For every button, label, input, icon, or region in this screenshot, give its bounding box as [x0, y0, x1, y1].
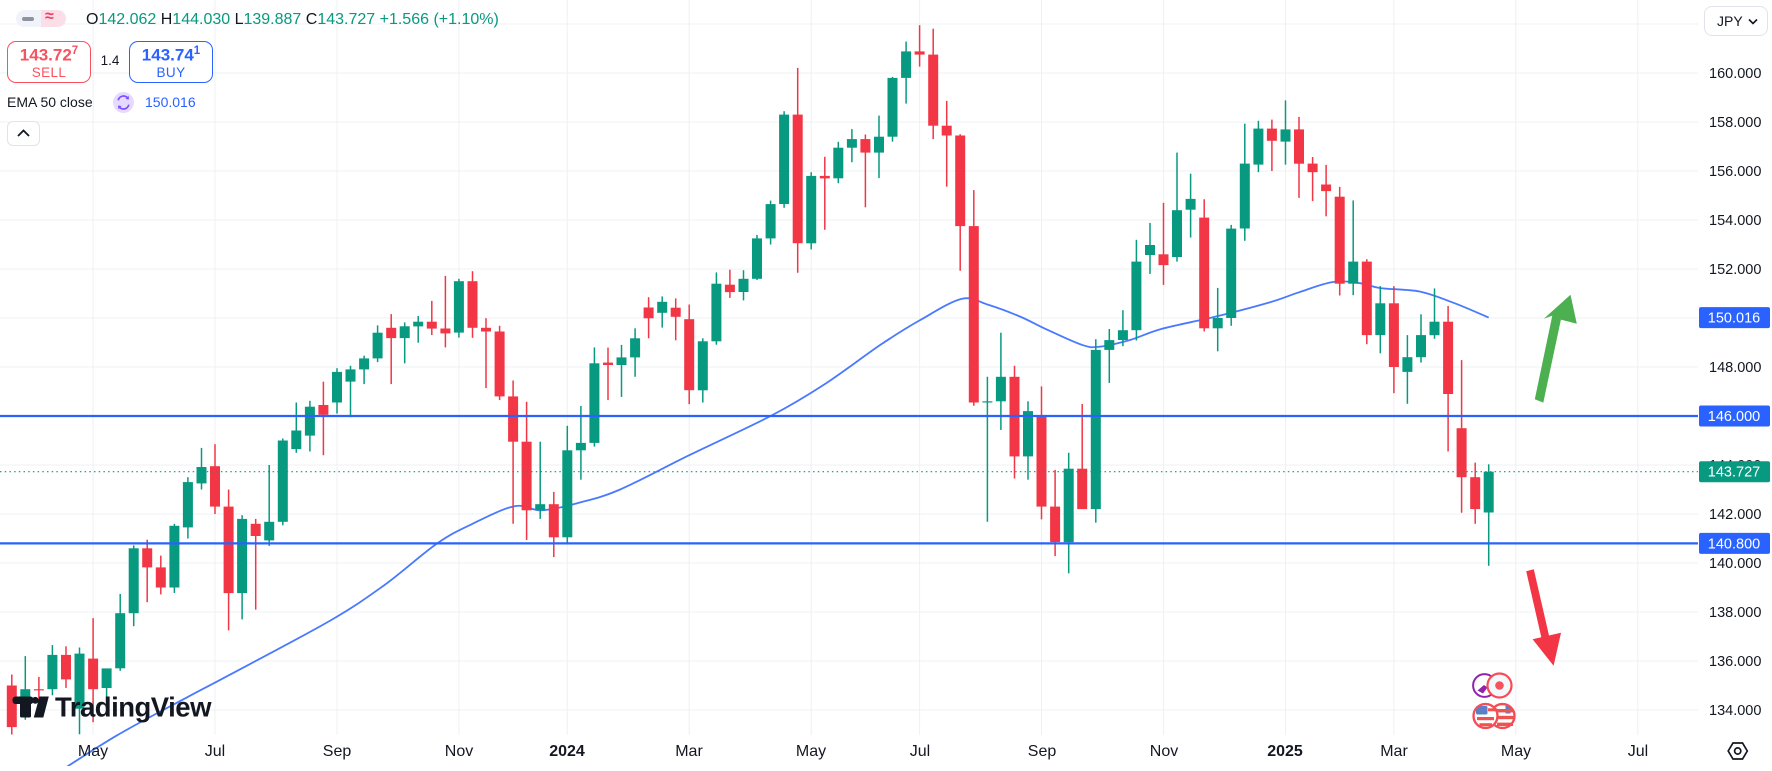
svg-text:Jul: Jul: [1628, 743, 1648, 760]
svg-text:Sep: Sep: [323, 743, 352, 760]
svg-text:146.000: 146.000: [1708, 409, 1760, 425]
svg-text:May: May: [1501, 743, 1531, 760]
svg-text:TradingView: TradingView: [55, 692, 212, 723]
svg-text:Nov: Nov: [445, 743, 473, 760]
svg-text:May: May: [78, 743, 108, 760]
svg-text:143.727: 143.727: [1708, 465, 1760, 481]
svg-text:Mar: Mar: [1380, 743, 1408, 760]
svg-text:2025: 2025: [1267, 743, 1303, 760]
svg-text:136.000: 136.000: [1709, 654, 1761, 670]
svg-text:140.000: 140.000: [1709, 556, 1761, 572]
svg-text:Mar: Mar: [675, 743, 703, 760]
svg-text:138.000: 138.000: [1709, 605, 1761, 621]
svg-text:152.000: 152.000: [1709, 262, 1761, 278]
svg-text:2024: 2024: [549, 743, 585, 760]
svg-text:148.000: 148.000: [1709, 360, 1761, 376]
svg-text:140.800: 140.800: [1708, 536, 1760, 552]
svg-text:Sep: Sep: [1028, 743, 1057, 760]
svg-text:Jul: Jul: [910, 743, 930, 760]
svg-text:Nov: Nov: [1150, 743, 1178, 760]
svg-text:160.000: 160.000: [1709, 66, 1761, 82]
svg-text:May: May: [796, 743, 826, 760]
svg-text:156.000: 156.000: [1709, 164, 1761, 180]
svg-text:154.000: 154.000: [1709, 213, 1761, 229]
svg-text:Jul: Jul: [205, 743, 225, 760]
svg-text:134.000: 134.000: [1709, 703, 1761, 719]
svg-text:150.016: 150.016: [1708, 311, 1760, 327]
svg-text:142.000: 142.000: [1709, 507, 1761, 523]
svg-text:158.000: 158.000: [1709, 115, 1761, 131]
